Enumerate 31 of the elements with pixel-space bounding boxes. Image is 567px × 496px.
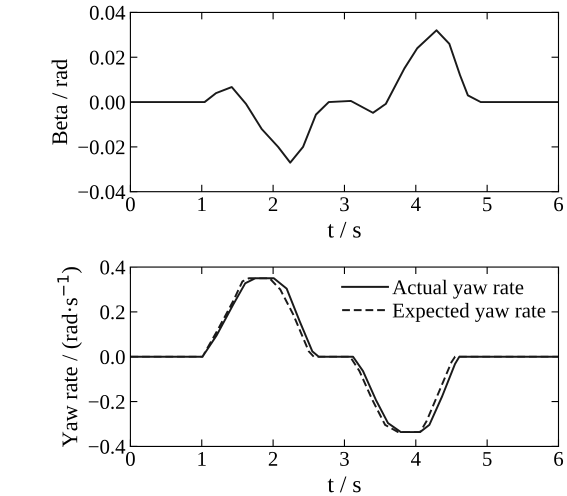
line-series — [130, 29, 558, 164]
x-tick-label: 5 — [483, 452, 492, 466]
y-tick-label: −0.4 — [88, 440, 126, 454]
x-axis-title: t / s — [328, 476, 361, 492]
x-tick-label: 6 — [554, 197, 564, 212]
x-tick-label: 4 — [411, 452, 421, 466]
y-tick-label: 0.4 — [100, 260, 126, 275]
x-tick-label: 3 — [340, 197, 349, 212]
y-axis-title: Beta / rad — [52, 59, 68, 145]
y-tick-label: −0.04 — [78, 185, 126, 200]
x-tick-label: 4 — [411, 197, 421, 212]
y-tick-label: 0.00 — [90, 95, 125, 110]
x-tick-label: 3 — [340, 452, 349, 466]
x-tick-label: 6 — [554, 452, 564, 466]
y-axis-title: Yaw rate / (rad·s$^{−1}$) — [57, 267, 82, 448]
y-tick-label: 0.02 — [90, 50, 124, 65]
x-tick-label: 0 — [126, 197, 135, 212]
x-tick-label: 5 — [483, 197, 492, 212]
x-tick-label: 0 — [126, 452, 135, 466]
y-tick-label: 0.0 — [100, 350, 125, 364]
x-tick-label: 1 — [198, 197, 206, 212]
legend-label: Actual yaw rate — [392, 280, 524, 299]
legend-label: Expected yaw rate — [392, 302, 546, 322]
x-axis-title: t / s — [328, 222, 361, 238]
x-tick-label: 1 — [198, 452, 206, 466]
x-tick-label: 2 — [268, 197, 278, 212]
y-tick-label: 0.2 — [100, 305, 124, 320]
x-tick-label: 2 — [268, 452, 278, 466]
y-tick-label: 0.04 — [90, 6, 126, 20]
y-tick-label: −0.2 — [88, 394, 124, 410]
y-tick-label: −0.02 — [78, 140, 124, 154]
